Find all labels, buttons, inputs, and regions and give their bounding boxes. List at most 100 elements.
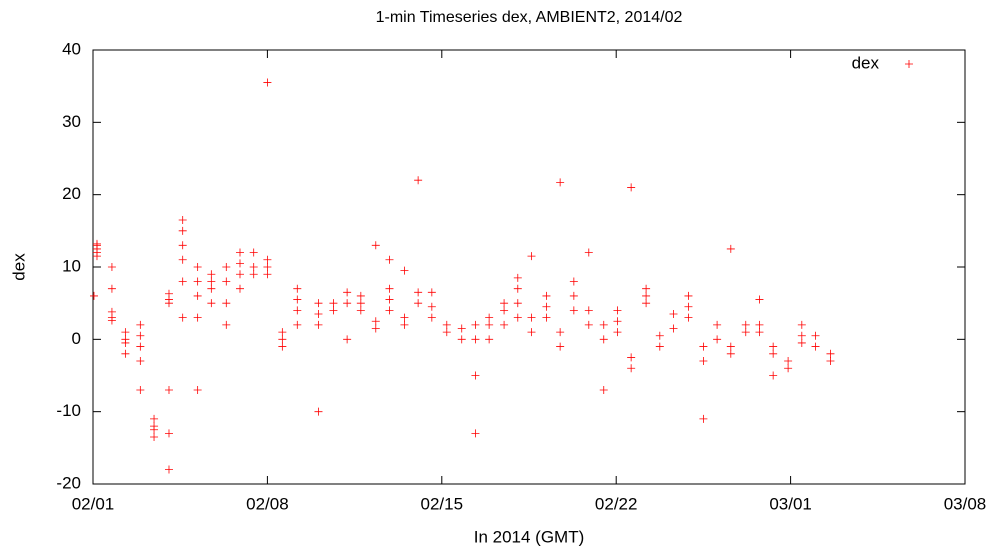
x-tick-label: 02/01 [72,494,115,513]
chart-title: 1-min Timeseries dex, AMBIENT2, 2014/02 [376,9,683,26]
point [329,299,338,308]
point [427,313,436,322]
point [314,320,323,329]
x-tick-label: 02/08 [246,494,289,513]
point [164,429,173,438]
point [371,324,380,333]
point [164,295,173,304]
point [107,316,116,325]
point [642,284,651,293]
point [343,335,352,344]
point [400,313,409,322]
y-tick-label: 10 [62,256,81,275]
point [755,295,764,304]
point [513,273,522,282]
point [755,320,764,329]
point [569,277,578,286]
point [371,317,380,326]
point [513,313,522,322]
point [797,331,806,340]
point [150,425,159,434]
point [769,342,778,351]
point [457,324,466,333]
point [343,288,352,297]
point [684,291,693,300]
point [249,248,258,257]
point [356,299,365,308]
point [89,291,98,300]
point [385,284,394,293]
point [178,255,187,264]
point [500,299,509,308]
point [584,248,593,257]
point [500,306,509,315]
y-tick-label: -10 [56,401,81,420]
point [500,320,509,329]
point [655,331,664,340]
point [513,284,522,293]
point [471,371,480,380]
point [542,291,551,300]
point [811,342,820,351]
point [278,335,287,344]
point [136,320,145,329]
point [584,306,593,315]
point [193,313,202,322]
point [150,432,159,441]
point [584,320,593,329]
point [314,299,323,308]
point [826,349,835,358]
point [442,320,451,329]
point [293,306,302,315]
point [121,349,130,358]
point [414,299,423,308]
point [107,284,116,293]
point [222,277,231,286]
point [164,465,173,474]
point [385,255,394,264]
point [400,320,409,329]
point [741,320,750,329]
point [385,306,394,315]
point [699,414,708,423]
point [655,342,664,351]
point [599,385,608,394]
point [797,338,806,347]
point [613,328,622,337]
y-tick-label: -20 [56,473,81,492]
point [485,313,494,322]
point [471,335,480,344]
x-tick-label: 02/22 [595,494,638,513]
point [356,306,365,315]
point [769,371,778,380]
point [457,335,466,344]
point [121,335,130,344]
x-tick-label: 02/15 [421,494,464,513]
point [527,328,536,337]
x-axis-label: In 2014 (GMT) [474,527,585,546]
point [92,241,101,250]
point [485,320,494,329]
y-axis-label: dex [9,253,28,281]
point [471,320,480,329]
point [263,263,272,271]
point [699,357,708,366]
point [235,284,244,293]
point [726,342,735,351]
legend-label: dex [852,53,880,72]
point [826,357,835,366]
point [107,307,116,316]
point [627,183,636,192]
point [150,414,159,423]
point [485,335,494,344]
point [527,252,536,261]
point [193,291,202,300]
point [178,226,187,235]
point [235,270,244,279]
x-tick-label: 03/01 [769,494,812,513]
point [755,328,764,337]
point [627,353,636,362]
point [121,328,130,337]
point [207,284,216,293]
point [797,320,806,329]
